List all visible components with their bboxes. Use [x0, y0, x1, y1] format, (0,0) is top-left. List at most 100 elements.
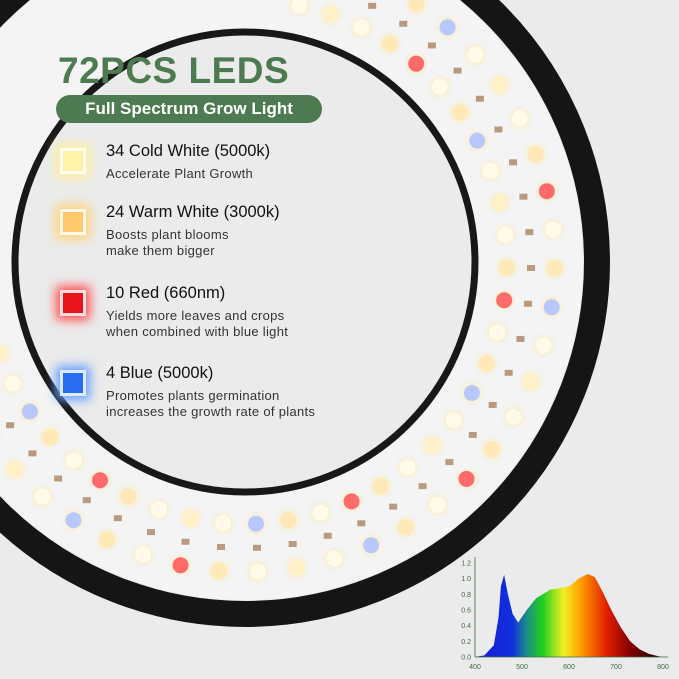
- resistor-chip: [357, 520, 366, 527]
- led-type-desc: Yields more leaves and crops when combine…: [106, 308, 288, 340]
- x-tick-label: 600: [563, 664, 575, 671]
- resistor-chip: [525, 229, 534, 236]
- led-chip: [399, 459, 416, 476]
- desc-line: Accelerate Plant Growth: [106, 166, 254, 181]
- resistor-chip: [488, 402, 497, 408]
- led-chip: [291, 0, 308, 14]
- desc-line: make them bigger: [106, 243, 215, 258]
- y-tick-label: 0.0: [461, 655, 471, 662]
- led-chip: [498, 259, 515, 276]
- resistor-chip: [453, 67, 462, 74]
- resistor-chip: [181, 538, 190, 545]
- led-chip: [408, 0, 425, 12]
- resistor-chip: [113, 515, 122, 522]
- resistor-chip: [82, 497, 91, 504]
- led-chip: [452, 104, 469, 121]
- resistor-chip: [523, 300, 532, 307]
- led-chip: [65, 512, 82, 529]
- led-chip: [545, 221, 562, 238]
- led-chip: [496, 292, 513, 309]
- resistor-chip: [475, 95, 484, 102]
- led-type-desc: Boosts plant blooms make them bigger: [106, 227, 229, 259]
- led-chip: [0, 345, 8, 362]
- y-tick-label: 0.4: [461, 623, 471, 630]
- y-tick-label: 0.8: [461, 592, 471, 599]
- desc-line: when combined with blue light: [106, 324, 289, 339]
- y-tick-label: 0.2: [461, 639, 471, 646]
- y-tick-label: 0.6: [461, 608, 471, 615]
- resistor-chip: [468, 431, 477, 438]
- led-chip: [247, 515, 264, 532]
- led-chip: [424, 437, 441, 454]
- led-chip: [288, 559, 305, 576]
- headline: 72PCS LEDS: [58, 50, 290, 91]
- led-type-desc: Accelerate Plant Growth: [106, 166, 253, 182]
- resistor-chip: [252, 544, 261, 551]
- led-chip: [431, 78, 448, 95]
- led-chip: [120, 488, 137, 505]
- led-chip: [21, 403, 38, 420]
- led-chip: [408, 55, 425, 72]
- resistor-chip: [389, 503, 398, 510]
- desc-line: Yields more leaves and crops: [106, 308, 285, 323]
- resistor-chip: [323, 532, 332, 539]
- resistor-chip: [526, 264, 535, 271]
- led-chip: [463, 385, 480, 401]
- x-tick-label: 500: [516, 664, 528, 671]
- spectrum-chart: 400 500 600 700 800 0.0 0.2 0.4 0.6 0.8 1.0 1.2: [461, 557, 669, 671]
- color-swatch: [60, 148, 86, 174]
- led-chip: [65, 452, 82, 469]
- led-chip: [326, 550, 343, 567]
- desc-line: increases the growth rate of plants: [106, 404, 316, 419]
- led-chip: [522, 374, 539, 391]
- resistor-chip: [427, 42, 436, 49]
- led-chip: [215, 515, 232, 532]
- led-chip: [458, 470, 475, 487]
- resistor-chip: [519, 193, 528, 200]
- y-tick-label: 1.0: [461, 576, 471, 583]
- resistor-chip: [28, 450, 37, 457]
- spectrum-area: [475, 574, 663, 657]
- color-swatch: [60, 290, 86, 316]
- resistor-chip: [494, 126, 503, 133]
- x-tick-label: 800: [657, 664, 669, 671]
- resistor-chip: [54, 475, 63, 482]
- led-chip: [381, 35, 398, 52]
- led-chip: [469, 132, 486, 149]
- led-chip: [429, 496, 446, 513]
- led-chip: [439, 19, 456, 36]
- led-chip: [397, 519, 414, 536]
- led-chip: [363, 537, 380, 554]
- resistor-chip: [445, 459, 454, 466]
- led-chip: [92, 472, 109, 489]
- desc-line: Promotes plants germination: [106, 388, 280, 403]
- x-tick-label: 700: [610, 664, 622, 671]
- resistor-chip: [504, 369, 513, 376]
- led-chip: [482, 162, 499, 179]
- desc-line: Boosts plant blooms: [106, 227, 229, 242]
- led-chip: [543, 299, 560, 316]
- led-chip: [445, 412, 462, 429]
- led-chip: [478, 355, 495, 372]
- led-chip: [483, 441, 500, 458]
- led-chip: [535, 337, 552, 354]
- led-chip: [505, 409, 522, 425]
- resistor-chip: [418, 483, 427, 490]
- led-chip: [491, 77, 508, 94]
- led-chip: [343, 493, 360, 510]
- led-chip: [538, 183, 555, 200]
- led-chip: [150, 501, 167, 518]
- led-chip: [135, 546, 152, 563]
- led-chip: [4, 375, 21, 392]
- led-chip: [249, 563, 266, 580]
- resistor-chip: [399, 20, 408, 27]
- color-swatch: [60, 209, 86, 235]
- led-chip: [312, 504, 329, 521]
- led-chip: [211, 562, 228, 579]
- led-chip: [492, 194, 509, 211]
- resistor-chip: [368, 2, 377, 9]
- led-chip: [489, 324, 506, 341]
- led-chip: [34, 488, 51, 505]
